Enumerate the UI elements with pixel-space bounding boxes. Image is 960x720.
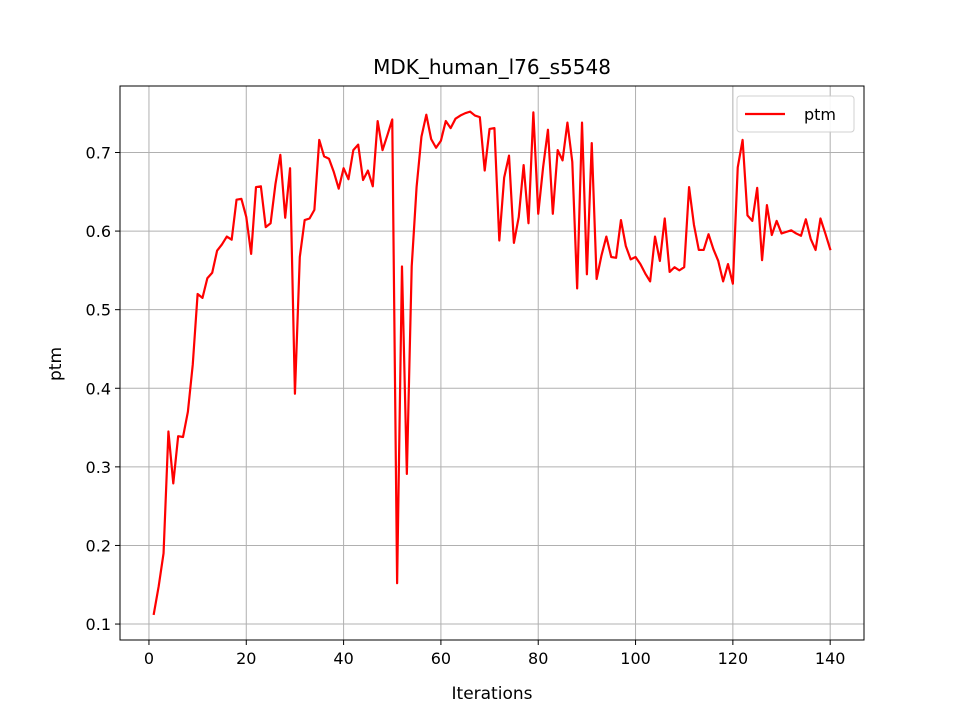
series-layer xyxy=(152,110,832,616)
y-tick-label: 0.2 xyxy=(86,536,111,555)
grid-lines xyxy=(120,86,864,640)
y-axis-ticks: 0.1 0.2 0.3 0.4 0.5 0.6 0.7 xyxy=(86,143,120,634)
y-axis-label: ptm xyxy=(46,347,66,381)
x-tick-label: 40 xyxy=(333,649,353,668)
chart-title: MDK_human_l76_s5548 xyxy=(373,55,611,79)
x-tick-label: 100 xyxy=(620,649,651,668)
legend-label: ptm xyxy=(804,105,836,124)
x-axis-ticks: 0 20 40 60 80 100 120 140 xyxy=(144,640,846,668)
legend-box xyxy=(736,95,855,133)
y-tick-label: 0.3 xyxy=(86,458,111,477)
x-tick-label: 120 xyxy=(718,649,749,668)
y-tick-label: 0.5 xyxy=(86,301,111,320)
y-tick-label: 0.6 xyxy=(86,222,111,241)
y-tick-label: 0.7 xyxy=(86,143,111,162)
plot-area xyxy=(120,86,864,640)
y-tick-label: 0.4 xyxy=(86,379,111,398)
x-tick-label: 60 xyxy=(431,649,451,668)
plot-frame xyxy=(119,85,865,641)
series-line-ptm xyxy=(152,110,832,616)
x-tick-label: 80 xyxy=(528,649,548,668)
x-axis-label: Iterations xyxy=(452,684,533,704)
legend: ptm xyxy=(736,95,855,133)
x-tick-label: 0 xyxy=(144,649,154,668)
x-tick-label: 140 xyxy=(815,649,846,668)
y-tick-label: 0.1 xyxy=(86,615,111,634)
x-tick-label: 20 xyxy=(236,649,256,668)
